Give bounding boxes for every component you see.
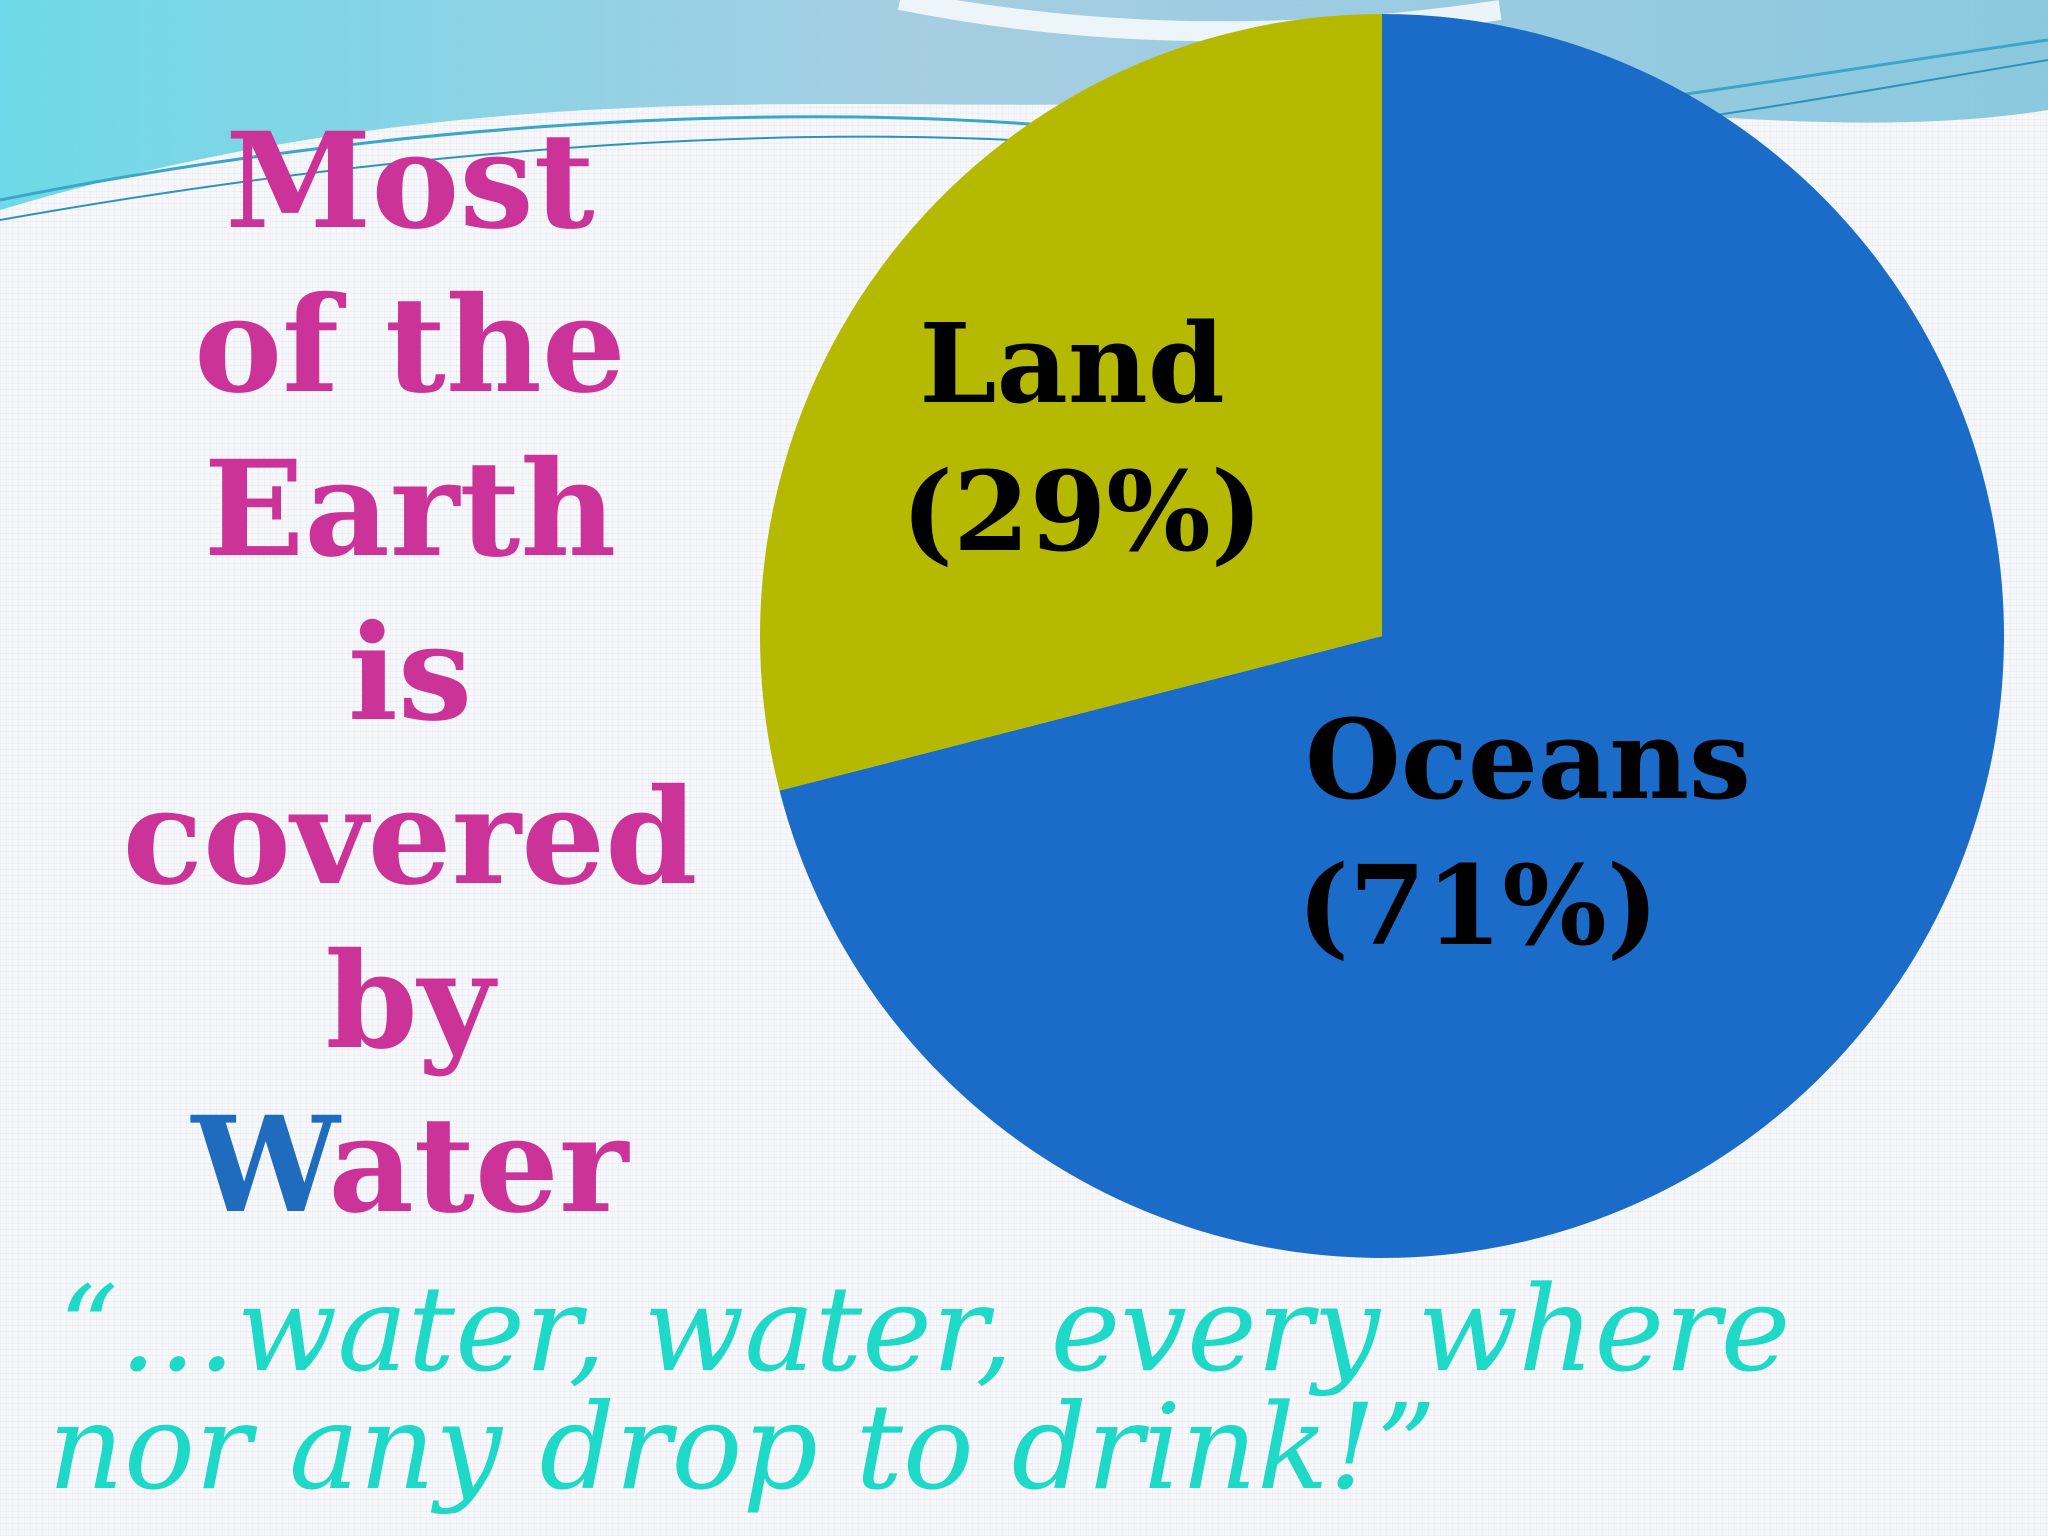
slide-title: Most of the Earth is covered by Water [60, 100, 760, 1248]
oceans-label-percent: (71%) [1297, 841, 1659, 970]
title-water-rest: ater [328, 1088, 629, 1243]
pie-slice-land [760, 14, 1382, 791]
title-line: Most [225, 104, 595, 259]
oceans-label-name: Oceans [1305, 695, 1751, 824]
land-label-name: Land [919, 299, 1225, 428]
pie-slice-oceans [779, 14, 2004, 1258]
quote-line-1: “…water, water, every where [58, 1260, 1791, 1398]
quote-line-2: nor any drop to drink!” [48, 1378, 1437, 1516]
title-line: by [325, 924, 495, 1079]
title-line: Earth [203, 432, 617, 587]
title-water-initial: W [191, 1088, 329, 1243]
title-line: covered [122, 760, 698, 915]
land-label-percent: (29%) [901, 447, 1263, 576]
quote: “…water, water, every where nor any drop… [48, 1270, 2028, 1506]
title-line: of the [194, 268, 626, 423]
title-line: is [347, 596, 473, 751]
title-water-word: Water [60, 1084, 760, 1248]
